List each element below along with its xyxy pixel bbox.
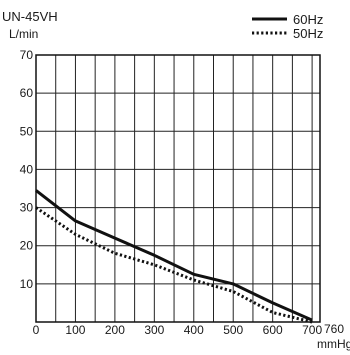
x-tick-label: 500 bbox=[223, 323, 243, 337]
x-tick-label: 0 bbox=[33, 323, 40, 337]
y-tick-label: 30 bbox=[20, 201, 34, 215]
y-tick-label: 20 bbox=[20, 239, 34, 253]
x-tick-label: 300 bbox=[144, 323, 164, 337]
x-tick-label: 400 bbox=[184, 323, 204, 337]
series-line-60hz bbox=[35, 189, 313, 322]
chart-grid bbox=[35, 54, 321, 323]
x-tick-label: 100 bbox=[65, 323, 85, 337]
tick-labels: 0 100 200 300 400 500 600 700 10 20 30 40 50 60 70 bbox=[20, 48, 323, 337]
y-tick-label: 40 bbox=[20, 162, 34, 176]
series-layer bbox=[35, 189, 313, 324]
y-tick-label: 10 bbox=[20, 277, 34, 291]
chart-title: UN-45VH bbox=[2, 9, 58, 24]
legend-label-50hz: 50Hz bbox=[293, 26, 323, 41]
x-tick-label: 200 bbox=[105, 323, 125, 337]
plot-frame bbox=[35, 54, 321, 323]
x-tick-label: 700 bbox=[302, 323, 322, 337]
legend-label-60hz: 60Hz bbox=[293, 12, 323, 27]
y-tick-label: 50 bbox=[20, 124, 34, 138]
y-axis-label: L/min bbox=[9, 27, 38, 41]
x-tick-label: 600 bbox=[263, 323, 283, 337]
y-tick-label: 60 bbox=[20, 86, 34, 100]
x-extra-tick-label: 760 bbox=[324, 322, 344, 336]
y-tick-label: 70 bbox=[20, 48, 34, 62]
series-line-50hz bbox=[35, 206, 313, 324]
x-axis-label: mmHg bbox=[317, 337, 350, 351]
